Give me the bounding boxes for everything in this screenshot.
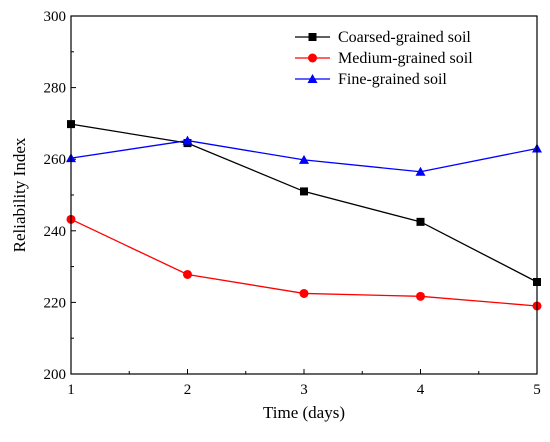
legend-item-medium: Medium-grained soil bbox=[295, 50, 473, 67]
data-point-medium bbox=[416, 291, 425, 301]
x-tick-label: 2 bbox=[184, 382, 192, 398]
x-tick-label: 5 bbox=[533, 382, 541, 398]
series-medium bbox=[66, 214, 542, 311]
y-tick-label: 200 bbox=[44, 367, 67, 383]
legend-marker-coarse bbox=[308, 33, 317, 41]
ticks-layer: 1 2 3 4 5 200 220 240 260 280 300 bbox=[44, 9, 541, 398]
plot-frame bbox=[70, 15, 538, 375]
x-tick-label: 3 bbox=[300, 382, 308, 398]
series-coarse bbox=[67, 120, 541, 286]
legend-label-coarse: Coarsed-grained soil bbox=[338, 29, 471, 46]
legend-label-fine: Fine-grained soil bbox=[338, 71, 447, 88]
data-point-coarse bbox=[300, 187, 308, 196]
legend-marker-medium bbox=[308, 53, 317, 63]
x-axis-title: Time (days) bbox=[263, 403, 345, 422]
data-point-medium bbox=[183, 269, 192, 279]
data-point-coarse bbox=[416, 217, 425, 226]
x-tick-label: 4 bbox=[417, 382, 425, 398]
x-tick-label: 1 bbox=[67, 382, 75, 398]
y-tick-label: 260 bbox=[44, 152, 67, 168]
legend-marker-fine bbox=[307, 74, 318, 83]
y-tick-label: 240 bbox=[44, 224, 67, 240]
legend-item-coarse: Coarsed-grained soil bbox=[295, 29, 471, 46]
data-point-fine bbox=[299, 154, 309, 164]
legend-label-medium: Medium-grained soil bbox=[338, 50, 473, 67]
legend: Coarsed-grained soil Medium-grained soil… bbox=[295, 29, 473, 88]
data-point-fine bbox=[182, 135, 193, 145]
data-point-fine bbox=[415, 166, 426, 176]
y-tick-label: 300 bbox=[44, 9, 67, 25]
legend-item-fine: Fine-grained soil bbox=[295, 71, 447, 88]
y-tick-label: 220 bbox=[44, 295, 67, 311]
data-point-medium bbox=[299, 288, 309, 298]
series-fine bbox=[66, 135, 542, 176]
y-tick-label: 280 bbox=[44, 81, 67, 97]
series-layer bbox=[66, 120, 542, 311]
y-axis-title: Reliability Index bbox=[10, 137, 29, 252]
